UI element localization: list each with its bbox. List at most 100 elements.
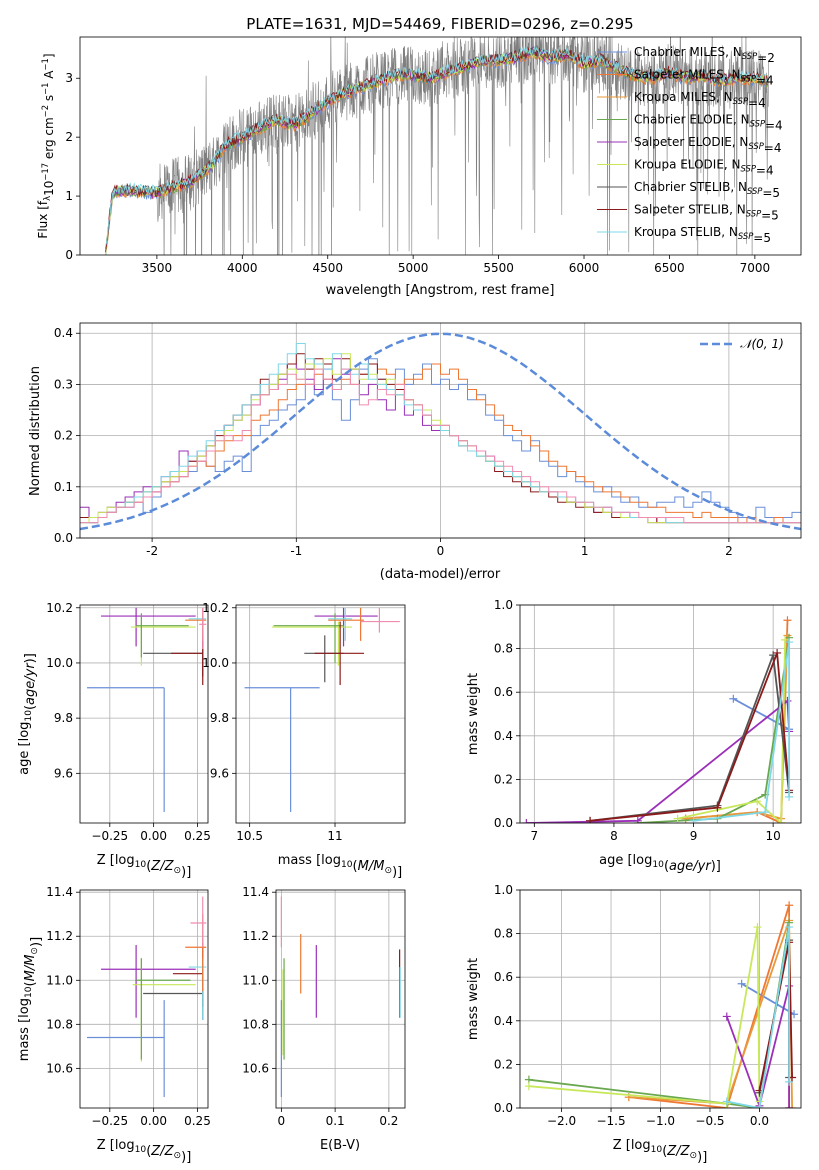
residuals-axes-ytick-label: 0.0 [54, 531, 73, 545]
spectrum-ylabel-part: ] [42, 53, 56, 58]
age-vs-z-axes-frame [79, 604, 209, 824]
spectrum-axes-ytick-label: 0 [65, 248, 73, 262]
age-vs-z-xlabel: Z [log10(Z/Z⊙)] [97, 853, 192, 880]
spectrum-legend-label-part: SSP [742, 51, 758, 61]
spectrum-legend-label: Kroupa ELODIE, NSSP=4 [634, 158, 774, 178]
weight_vs_age-line [590, 652, 790, 822]
weight-vs-age-axes-ytick-label: 0.0 [494, 816, 513, 830]
mass-vs-z-axes-ytick-label: 10.6 [46, 1061, 73, 1075]
mass-vs-z-xlabel-part: ⊙ [174, 1151, 182, 1161]
age-vs-z-xlabel-part: 10 [135, 860, 147, 870]
weight-vs-z-ylabel: mass weight [466, 958, 481, 1040]
weight-vs-z-axes: −2.0 −1.5 −1.0 −0.5 0.0 0.0 0.2 0.4 0.6 0.8 1.0 [494, 883, 802, 1128]
spectrum-axes-ytick-label: 1 [65, 189, 73, 203]
weight-vs-age-xlabel-part: age/yr [669, 859, 712, 874]
spectrum-legend-label-part: Salpeter STELIB, N [634, 203, 746, 217]
age-vs-mass-axes-ytick-label: 10.0 [202, 656, 229, 670]
age-vs-z-ylabel-part: 10 [24, 710, 34, 722]
age-vs-z-ylabel-part: age/yr [23, 662, 38, 705]
spectrum-axes-plot [105, 37, 769, 255]
mass-vs-z-axes-xtick-label: 0.25 [184, 1114, 211, 1128]
age-vs-z-xlabel-part: ( [146, 859, 151, 874]
mass-vs-z-ylabel-part: 10 [24, 986, 34, 998]
spectrum-axes-xtick-label: 6000 [569, 261, 600, 275]
mass-vs-z-ylabel-part: M/M [23, 955, 38, 982]
age-vs-z-xlabel-part: )] [181, 865, 191, 880]
age-vs-z-axes-xtick-label: 0.25 [184, 829, 211, 843]
weight-vs-z-axes-ytick-label: 0.8 [494, 927, 513, 941]
weight-vs-age-xlabel-part: )] [711, 859, 721, 874]
residuals-hist-extra_pink [80, 368, 801, 524]
weight-vs-age-axes-ytick-label: 0.8 [494, 642, 513, 656]
weight-vs-z-xlabel-part: ( [662, 1144, 667, 1159]
spectrum-ylabel-part: −1 [40, 58, 50, 70]
spectrum-legend-label-part: SSP [741, 74, 757, 84]
weight-vs-z-axes-ytick-label: 1.0 [494, 883, 513, 897]
spectrum-axes-xtick-label: 5500 [483, 261, 514, 275]
spectrum-title: PLATE=1631, MJD=54469, FIBERID=0296, z=0… [246, 15, 633, 33]
weight_vs_Z-marker [788, 1104, 797, 1108]
mass-vs-ebv-axes-ytick-label: 11.4 [242, 885, 269, 899]
weight-vs-z-xlabel-part: 10 [651, 1145, 663, 1155]
weight-vs-z-axes-ytick-label: 0.2 [494, 1057, 513, 1071]
spectrum-axes-xtick-label: 5000 [398, 261, 429, 275]
residuals-legend-label: 𝒩(0, 1) [740, 337, 784, 351]
age-vs-mass-axes-ytick-label: 9.8 [210, 711, 229, 725]
age-vs-mass-axes-plot [244, 607, 400, 812]
spectrum-axes-xtick-label: 4500 [312, 261, 343, 275]
weight_vs_age-marker [673, 814, 682, 823]
mass-vs-ebv-axes-plot [280, 896, 401, 1097]
spectrum-axes-xtick-label: 3500 [142, 261, 173, 275]
spectrum-legend-label-part: =5 [762, 186, 780, 200]
weight-vs-z-axes-xtick-label: 0.0 [750, 1114, 769, 1128]
spectrum-ylabel-part: erg cm [42, 117, 56, 163]
spectrum-ylabel-part: −2 [40, 105, 50, 117]
age-vs-z-xlabel-part: Z [log [97, 853, 135, 868]
residuals-axes-xtick-label: 2 [725, 544, 733, 558]
weight_vs_age-line [685, 620, 789, 823]
weight-vs-age-axes: 7 8 9 10 0.0 0.2 0.4 0.6 0.8 1.0 [494, 598, 802, 843]
age-vs-mass-xlabel-part: mass [log [278, 853, 341, 868]
residuals-axes-ytick-label: 0.1 [54, 480, 73, 494]
mass-vs-z-xlabel-part: Z [log [97, 1138, 135, 1153]
spectrum-legend-label-part: SSP [741, 164, 757, 174]
spectrum-legend-label: Kroupa STELIB, NSSP=5 [634, 225, 771, 245]
weight-vs-age-xlabel: age [log10(age/yr)] [599, 853, 721, 874]
spectrum-ylabel-part: A [42, 70, 56, 83]
residuals-axes-ytick-label: 0.3 [54, 377, 73, 391]
weight_vs_age-marker [522, 819, 531, 823]
weight_vs_Z-marker [722, 1012, 731, 1021]
weight_vs_age-line [732, 697, 790, 731]
spectrum-legend-label-part: SSP [747, 186, 763, 196]
spectrum-legend-label-part: =4 [748, 96, 766, 110]
spectrum-axes: 3500 4000 4500 5000 5500 6000 6500 7000 0 1 2 3 [65, 36, 802, 275]
weight-vs-z-axes-xtick-label: −2.0 [547, 1114, 576, 1128]
residuals-axes-xtick-label: -2 [146, 544, 158, 558]
weight_vs_Z-marker [753, 923, 762, 932]
age-vs-mass-axes-frame [235, 604, 406, 824]
age-vs-mass-xlabel: mass [log10(M/M⊙)] [278, 853, 402, 880]
spectrum-ylabel-part: 10 [42, 181, 56, 196]
spectrum-legend-label-part: SSP [746, 209, 762, 219]
weight-vs-z-axes-xtick-label: −1.0 [646, 1114, 675, 1128]
mass-vs-z-axes: −0.25 0.00 0.25 10.6 10.8 11.0 11.2 11.4 [46, 885, 211, 1128]
mass-vs-ebv-axes-ytick-label: 10.8 [242, 1017, 269, 1031]
spectrum-legend-label-part: =4 [756, 164, 774, 178]
weight-vs-z-axes-xtick-label: −0.5 [695, 1114, 724, 1128]
weight-vs-age-xlabel-part: age [log [599, 853, 652, 868]
weight_vs_age-marker [689, 816, 698, 823]
weight-vs-age-axes-frame [519, 604, 802, 824]
weight_vs_age-marker [761, 808, 770, 817]
spectrum-data-line [105, 37, 769, 255]
weight_vs_Z-marker [785, 923, 794, 932]
spectrum-legend-label: Salpeter ELODIE, NSSP=4 [634, 135, 782, 155]
mass-vs-z-axes-ytick-label: 10.8 [46, 1017, 73, 1031]
weight-vs-age-axes-xtick-label: 7 [531, 829, 539, 843]
residuals-axes-xtick-label: 1 [581, 544, 589, 558]
weight_vs_age-line [589, 654, 790, 822]
residuals-xlabel: (data-model)/error [380, 567, 501, 582]
spectrum-legend-label-part: SSP [733, 96, 749, 106]
weight-vs-z-xlabel: Z [log10(Z/Z⊙)] [613, 1138, 708, 1165]
weight_vs_age-marker [633, 816, 642, 823]
weight-vs-age-axes-ytick-label: 0.4 [494, 729, 513, 743]
